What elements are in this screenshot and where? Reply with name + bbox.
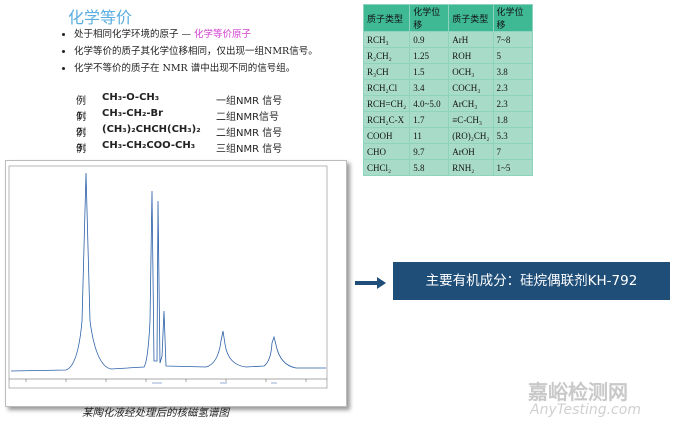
table-cell: 9.7 <box>409 143 450 160</box>
table-cell: RCH₃ <box>362 31 411 48</box>
table-row: R₂CH₂ 1.25 ROH 5 <box>362 47 533 64</box>
table-row: RCH₃ 0.9 ArH 7~8 <box>362 31 533 48</box>
table-cell: CHO <box>362 143 411 160</box>
table-row: CHO 9.7 ArOH 7 <box>362 143 533 160</box>
table-cell: 1.7 <box>409 111 450 128</box>
example-result: 二组NMR信号 <box>216 112 280 123</box>
table-cell: R₂CH₂ <box>362 47 411 64</box>
table-cell: 1.25 <box>409 47 450 64</box>
table-cell: 4.0~5.0 <box>409 95 450 112</box>
table-cell: 3.8 <box>492 63 533 80</box>
example-formula: CH₃-O-CH₃ <box>102 92 160 103</box>
table-cell: ≡C-CH₃ <box>448 111 494 128</box>
example-label: 例3： <box>76 128 93 154</box>
example-row: 例3： (CH₃)₂CHCH(CH₃)₂ 二组NMR 信号 <box>76 124 283 154</box>
table-cell: 2.3 <box>492 79 533 96</box>
table-cell: 1~5 <box>492 159 533 176</box>
table-cell: 0.9 <box>409 31 450 48</box>
callout: 主要有机成分：硅烷偶联剂KH-792 <box>393 262 670 300</box>
table-cell: RCH=CH₂ <box>362 95 411 112</box>
table-cell: (RO)₂CH₂ <box>448 127 494 144</box>
spectrum-line <box>10 172 326 372</box>
table-row: RCH=CH₂ 4.0~5.0 ArCH₃ 2.3 <box>362 95 533 112</box>
bullet: 化学不等价的质子在 NMR 谱中出现不同的信号组。 <box>74 62 364 75</box>
table-cell: RCH₂C-X <box>362 111 411 128</box>
example-row: 例1： CH₃-O-CH₃ 一组NMR 信号 <box>76 92 283 122</box>
table-cell: 11 <box>409 127 450 144</box>
highlight: 化学等价原子 <box>194 29 252 40</box>
header-cell: 化学位移 <box>492 4 533 32</box>
example-result: 一组NMR 信号 <box>216 96 283 107</box>
table-cell: ArH <box>448 31 494 48</box>
header-cell: 化学位移 <box>409 4 450 32</box>
bullet-list: 处于相同化学环境的原子 — 化学等价原子 化学等价的质子其化学位移相同，仅出现一… <box>62 28 364 79</box>
example-formula: CH₃-CH₂COO-CH₃ <box>102 140 196 151</box>
table-row: RCH₂C-X 1.7 ≡C-CH₃ 1.8 <box>362 111 533 128</box>
table-row: CHCl₂ 5.8 RNH₂ 1~5 <box>362 159 533 176</box>
example-row: 例2： CH₃-CH₂-Br 二组NMR信号 <box>76 108 282 138</box>
bullet: 处于相同化学环境的原子 — 化学等价原子 <box>74 28 364 41</box>
table-cell: 3.4 <box>409 79 450 96</box>
example-formula: (CH₃)₂CHCH(CH₃)₂ <box>102 124 201 135</box>
table-cell: 1.8 <box>492 111 533 128</box>
table-cell: COCH₃ <box>448 79 494 96</box>
table-cell: COOH <box>362 127 411 144</box>
arrow <box>355 277 386 289</box>
caption: 某陶化液经处理后的核磁氢谱图 <box>82 407 229 419</box>
example-result: 二组NMR 信号 <box>216 128 283 139</box>
table-cell: ArCH₃ <box>448 95 494 112</box>
bullet-text: 处于相同化学环境的原子 — <box>74 29 195 40</box>
table-cell: ArOH <box>448 143 494 160</box>
examples: 例1： CH₃-O-CH₃ 一组NMR 信号例2： CH₃-CH₂-Br 二组NMR信号… <box>76 92 283 170</box>
table-cell: OCH₃ <box>448 63 494 80</box>
table-cell: CHCl₂ <box>362 159 411 176</box>
watermark-site: AnyTesting.com <box>530 402 641 418</box>
table-cell: 5 <box>492 47 533 64</box>
table-cell: ROH <box>448 47 494 64</box>
example-result: 三组NMR 信号 <box>216 144 283 155</box>
shift-table: 质子类型 化学位移 质子类型 化学位移 RCH₃ 0.9 ArH 7~8 R₂CH₂ 1.25 RO… <box>362 4 533 176</box>
bullet: 化学等价的质子其化学位移相同，仅出现一组NMR信号。 <box>74 45 364 58</box>
table-row: COOH 11 (RO)₂CH₂ 5.3 <box>362 127 533 144</box>
example-label: 例4： <box>76 144 93 170</box>
table-cell: 1.5 <box>409 63 450 80</box>
table-row: RCH₂Cl 3.4 COCH₃ 2.3 <box>362 79 533 96</box>
nmr-spectrum <box>5 160 347 407</box>
table-row: R₃CH 1.5 OCH₃ 3.8 <box>362 63 533 80</box>
example-row: 例4： CH₃-CH₂COO-CH₃ 三组NMR 信号 <box>76 140 283 170</box>
table-cell: RNH₂ <box>448 159 494 176</box>
watermark: 嘉峪检测网 <box>528 380 628 404</box>
table-cell: 7~8 <box>492 31 533 48</box>
table-cell: 7 <box>492 143 533 160</box>
table-cell: RCH₂Cl <box>362 79 411 96</box>
table-cell: 5.8 <box>409 159 450 176</box>
example-formula: CH₃-CH₂-Br <box>102 108 164 119</box>
example-label: 例1： <box>76 96 93 122</box>
title: 化学等价 <box>68 8 133 27</box>
header-cell: 质子类型 <box>448 4 494 32</box>
table-cell: 2.3 <box>492 95 533 112</box>
example-label: 例2： <box>76 112 93 138</box>
plot-frame <box>8 165 328 389</box>
table-cell: R₃CH <box>362 63 411 80</box>
x-ticks <box>25 379 307 382</box>
arrow-shape <box>355 277 386 289</box>
table-cell: 5.3 <box>492 127 533 144</box>
table-header-row: 质子类型 化学位移 质子类型 化学位移 <box>362 4 533 32</box>
header-cell: 质子类型 <box>362 4 411 32</box>
